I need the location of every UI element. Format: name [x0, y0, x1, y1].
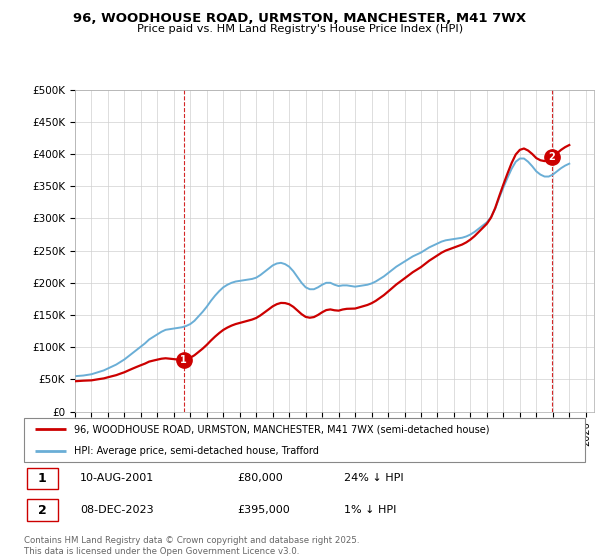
Text: £80,000: £80,000	[237, 473, 283, 483]
Text: 2: 2	[38, 503, 47, 516]
Text: 1: 1	[181, 355, 187, 365]
Text: 96, WOODHOUSE ROAD, URMSTON, MANCHESTER, M41 7WX: 96, WOODHOUSE ROAD, URMSTON, MANCHESTER,…	[73, 12, 527, 25]
Text: 24% ↓ HPI: 24% ↓ HPI	[344, 473, 403, 483]
FancyBboxPatch shape	[24, 418, 585, 462]
Text: Contains HM Land Registry data © Crown copyright and database right 2025.
This d: Contains HM Land Registry data © Crown c…	[24, 536, 359, 556]
Text: 96, WOODHOUSE ROAD, URMSTON, MANCHESTER, M41 7WX (semi-detached house): 96, WOODHOUSE ROAD, URMSTON, MANCHESTER,…	[74, 424, 490, 434]
Text: 2: 2	[548, 152, 556, 162]
Text: 1: 1	[38, 472, 47, 485]
Text: 1% ↓ HPI: 1% ↓ HPI	[344, 505, 396, 515]
Text: HPI: Average price, semi-detached house, Trafford: HPI: Average price, semi-detached house,…	[74, 446, 319, 456]
Text: 08-DEC-2023: 08-DEC-2023	[80, 505, 154, 515]
FancyBboxPatch shape	[27, 468, 58, 489]
Text: £395,000: £395,000	[237, 505, 290, 515]
Text: Price paid vs. HM Land Registry's House Price Index (HPI): Price paid vs. HM Land Registry's House …	[137, 24, 463, 34]
Text: 10-AUG-2001: 10-AUG-2001	[80, 473, 154, 483]
FancyBboxPatch shape	[27, 500, 58, 521]
